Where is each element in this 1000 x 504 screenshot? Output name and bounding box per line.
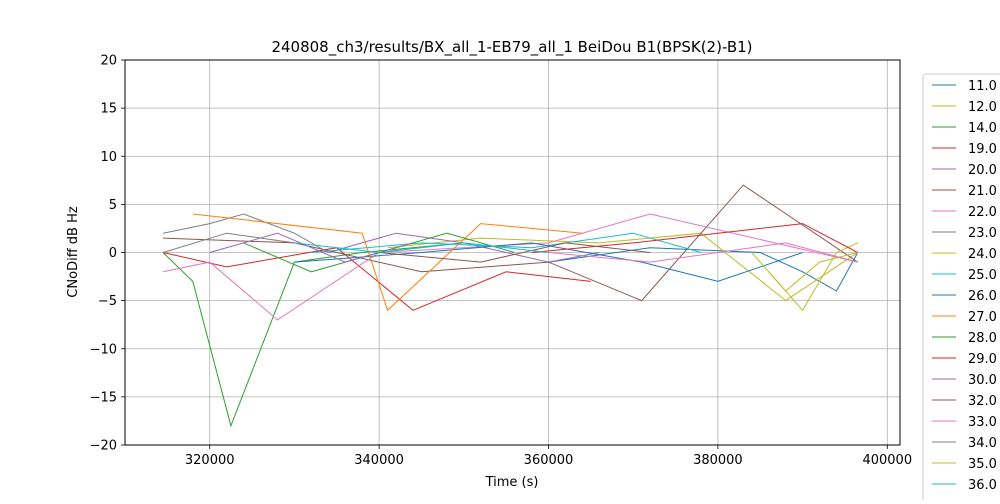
y-tick-label: −10: [90, 342, 117, 357]
legend-label: 36.0: [968, 478, 997, 493]
legend: 11.0 12.0 14.0 19.0 20.0 21.0 22.0 23.0 24.0 25.0…: [922, 73, 1000, 504]
x-axis-label: Time (s): [485, 475, 539, 490]
series-layer: [162, 184, 859, 428]
series-line-25-0: [311, 232, 702, 253]
y-tick-label: 10: [100, 150, 117, 165]
y-tick-label: 15: [100, 102, 117, 117]
legend-label: 30.0: [968, 373, 997, 388]
y-tick-label: 0: [109, 246, 117, 261]
y-tick-label: −15: [90, 390, 117, 405]
series-line-35-0: [751, 252, 858, 292]
x-tick-label: 360000: [524, 453, 574, 468]
x-tick-label: 380000: [693, 453, 743, 468]
y-tick-label: 20: [100, 54, 117, 69]
x-tick-label: 320000: [185, 453, 235, 468]
legend-label: 26.0: [968, 289, 997, 304]
series-line-36-0: [294, 242, 549, 254]
legend-label: 25.0: [968, 268, 997, 283]
x-tick-label: 400000: [862, 453, 912, 468]
series-line-14-0: [162, 242, 464, 428]
chart-title: 240808_ch3/results/BX_all_1-EB79_all_1 B…: [271, 38, 752, 57]
legend-label: 24.0: [968, 247, 997, 262]
legend-label: 28.0: [968, 331, 997, 346]
legend-label: 19.0: [968, 142, 997, 157]
legend-label: 23.0: [968, 226, 997, 241]
legend-label: 33.0: [968, 415, 997, 430]
y-tick-label: −5: [98, 294, 117, 309]
legend-label: 11.0: [968, 79, 997, 94]
legend-label: 32.0: [968, 394, 997, 409]
legend-label: 22.0: [968, 205, 997, 220]
series-line-34-0: [162, 232, 295, 253]
legend-label: 21.0: [968, 184, 997, 199]
x-axis-ticks: 320000 340000 360000 380000 400000: [185, 445, 912, 468]
series-line-32-0: [379, 242, 651, 263]
series-line-33-0: [548, 242, 858, 263]
legend-label: 27.0: [968, 310, 997, 325]
series-line-29-0: [531, 223, 858, 253]
series-line-27-0: [192, 213, 583, 312]
legend-label: 35.0: [968, 457, 997, 472]
legend-label: 20.0: [968, 163, 997, 178]
legend-label: 14.0: [968, 121, 997, 136]
legend-label: 29.0: [968, 352, 997, 367]
series-line-19-0: [162, 247, 591, 311]
x-tick-label: 340000: [354, 453, 404, 468]
y-tick-label: −20: [90, 439, 117, 454]
legend-label: 12.0: [968, 100, 997, 115]
legend-box: [922, 73, 1000, 504]
legend-label: 34.0: [968, 436, 997, 451]
y-tick-label: 5: [109, 198, 117, 213]
y-axis-ticks: −20 −15 −10 −5 0 5 10 15 20: [90, 54, 125, 454]
y-axis-label: CNoDiff dB Hz: [66, 206, 81, 298]
series-line-23-0: [162, 213, 329, 253]
